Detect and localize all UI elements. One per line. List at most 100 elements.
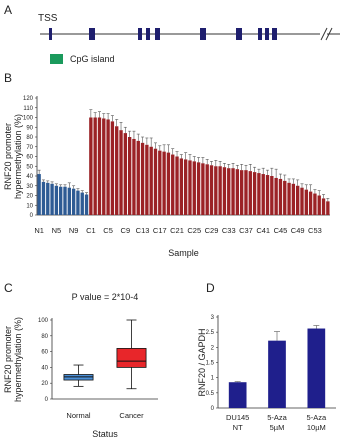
y-tick-label: 0 (30, 213, 34, 219)
bar (54, 185, 59, 215)
bar (326, 201, 330, 215)
tss-label: TSS (38, 13, 58, 24)
y-tick-label: 100 (23, 116, 34, 122)
y-tick-label: 2 (211, 345, 215, 351)
x-tick-label: C41 (256, 226, 270, 235)
y-tick-label: 0 (211, 406, 215, 412)
y-tick-label: 110 (23, 106, 33, 112)
bar (179, 158, 184, 215)
bar (102, 118, 106, 215)
bar (196, 162, 201, 215)
x-tick-label: NT (233, 423, 243, 432)
bar (162, 151, 166, 215)
bar (136, 140, 140, 215)
bar (235, 169, 240, 215)
x-tick-label: 5-Aza (307, 413, 327, 422)
bar (313, 193, 317, 215)
exon (272, 28, 277, 40)
panel-label: A (4, 3, 12, 17)
y-tick-label: 60 (41, 350, 48, 356)
bar (110, 121, 115, 215)
y-tick-label: 90 (26, 125, 33, 131)
bar (76, 190, 80, 215)
bar (231, 168, 235, 215)
bar (115, 126, 119, 215)
bar (252, 172, 257, 215)
x-tick-label: C33 (222, 226, 236, 235)
bar (93, 117, 97, 215)
x-tick-label: C49 (291, 226, 305, 235)
y-tick-label: 120 (23, 96, 34, 102)
chart-title: P value = 2*10-4 (72, 292, 139, 302)
y-tick-label: 100 (38, 318, 49, 324)
x-tick-label: C17 (153, 226, 167, 235)
bar (127, 137, 132, 215)
x-tick-label: Normal (66, 411, 91, 420)
bar (97, 117, 102, 215)
x-tick-label: 10µM (307, 423, 326, 432)
bar (261, 174, 265, 215)
bar (84, 194, 89, 215)
bar (123, 133, 128, 215)
panel-label: D (206, 281, 215, 295)
legend-swatch (50, 54, 63, 64)
bar (145, 144, 149, 215)
bar (140, 142, 145, 215)
bar (239, 170, 244, 215)
y-axis-label: RNF20 promoter (3, 123, 13, 190)
exon (258, 28, 262, 40)
bar (175, 156, 179, 215)
x-tick-label: Cancer (119, 411, 144, 420)
bar (59, 186, 63, 215)
x-tick-label: C9 (121, 226, 131, 235)
x-tick-label: 5µM (270, 423, 285, 432)
y-tick-label: 80 (41, 334, 48, 340)
x-tick-label: N1 (34, 226, 44, 235)
bar (291, 183, 296, 215)
panel-label: C (4, 281, 13, 295)
bar (308, 191, 313, 215)
bar (63, 186, 67, 215)
bar (244, 170, 248, 215)
bar (37, 174, 41, 215)
bar (171, 154, 175, 215)
bar (50, 183, 54, 215)
bar (268, 340, 286, 408)
panel-a: A TSS CpG island (4, 3, 340, 64)
bar (296, 185, 300, 215)
bar (71, 188, 76, 215)
y-tick-label: 10 (26, 203, 33, 209)
y-tick-label: 40 (41, 365, 48, 371)
bar (278, 178, 283, 215)
exon (89, 28, 95, 40)
box (116, 348, 147, 368)
exon (49, 28, 52, 40)
bar (248, 171, 252, 215)
y-axis-label: RNF20 / GAPDH (197, 328, 207, 396)
bar (132, 138, 136, 215)
bar (283, 180, 287, 215)
bar (80, 192, 84, 215)
bar (119, 130, 123, 215)
x-tick-label: C29 (205, 226, 219, 235)
exon (265, 28, 269, 40)
x-tick-label: C25 (187, 226, 201, 235)
y-axis-label: RNF20 promoter (3, 326, 13, 393)
legend-label: CpG island (70, 54, 115, 64)
bar (205, 164, 209, 215)
bar (227, 168, 231, 215)
bar (304, 189, 308, 215)
bar (257, 173, 261, 215)
bar (214, 166, 218, 215)
exon (200, 28, 206, 40)
bar (321, 198, 326, 215)
bar (201, 163, 205, 215)
x-tick-label: C5 (103, 226, 113, 235)
bar (300, 187, 304, 215)
x-tick-label: 5-Aza (267, 413, 287, 422)
y-tick-label: 30 (26, 184, 33, 190)
x-axis-label: Sample (168, 248, 199, 258)
y-tick-label: 2.5 (206, 330, 215, 336)
